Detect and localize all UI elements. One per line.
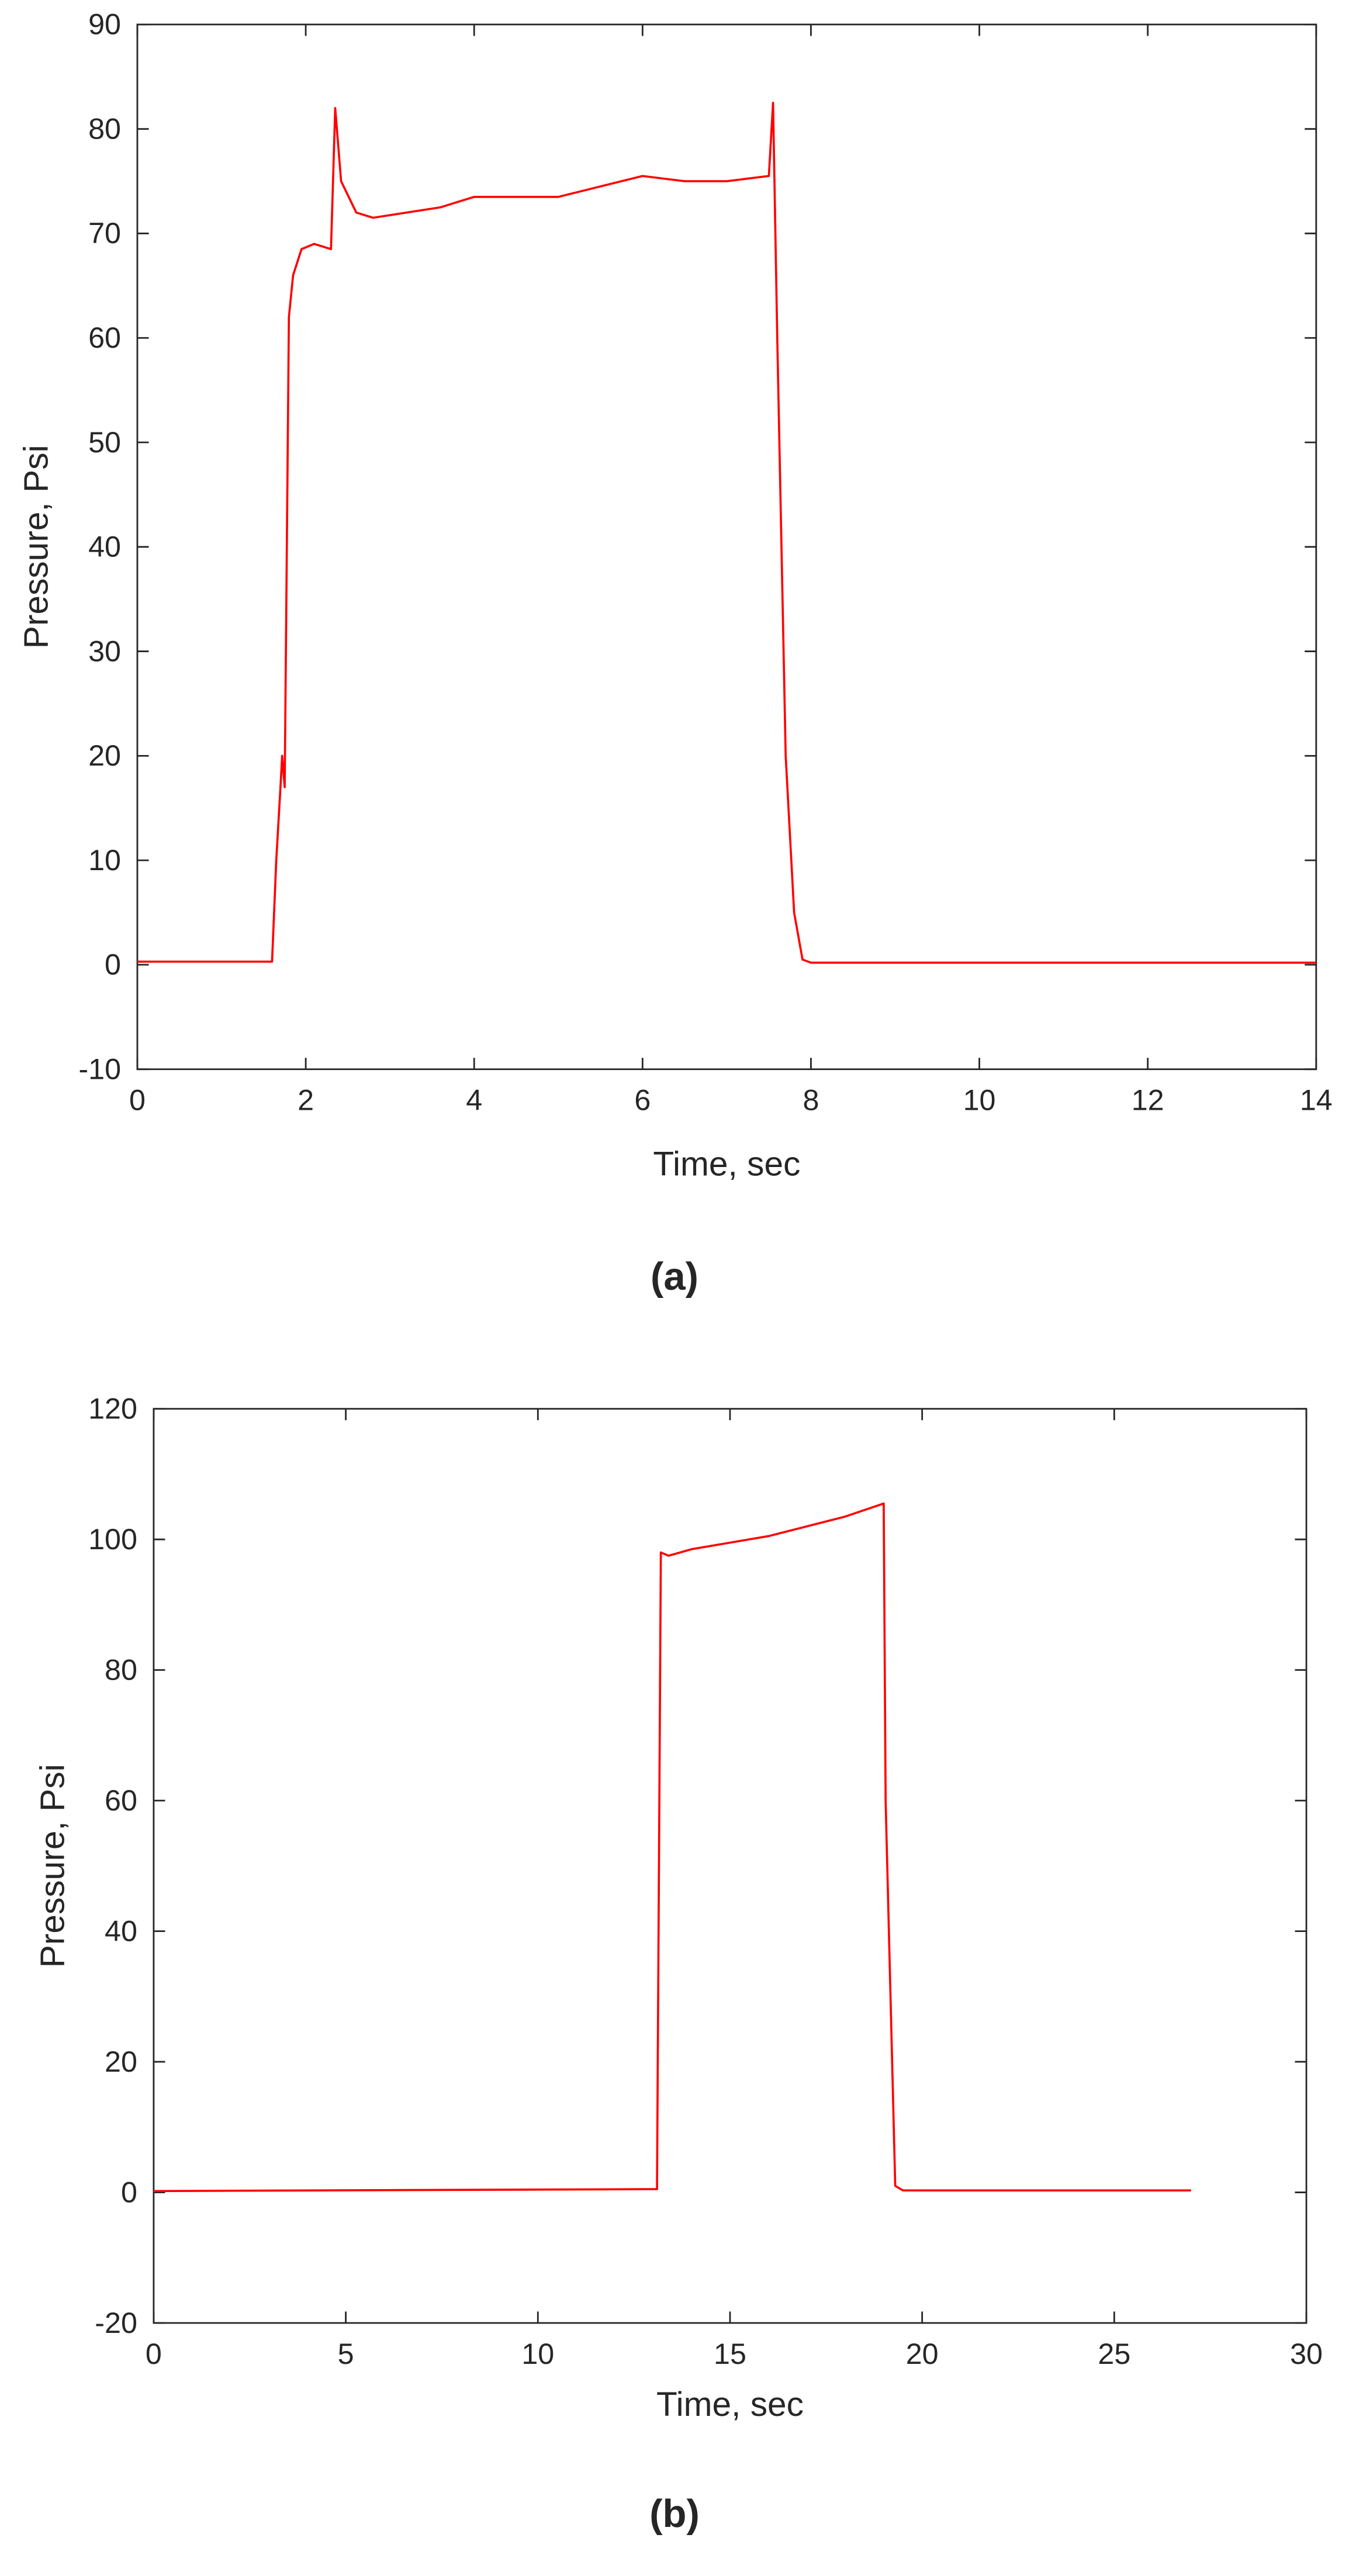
- y-tick-label: 0: [105, 948, 121, 981]
- plot-area: [153, 1408, 1308, 2324]
- y-tick-label: 0: [121, 2175, 137, 2208]
- x-tick-label: 4: [466, 1083, 482, 1117]
- x-tick-label: 6: [634, 1083, 651, 1117]
- x-tick-label: 2: [298, 1083, 314, 1117]
- y-tick-label: 20: [88, 739, 121, 772]
- y-tick-label: 90: [88, 8, 121, 41]
- y-tick-label: 100: [88, 1522, 137, 1556]
- y-tick-label: 30: [88, 634, 121, 667]
- caption: (a): [651, 1255, 698, 1299]
- x-tick-label: 10: [521, 2337, 554, 2370]
- caption: (b): [649, 2492, 700, 2536]
- data-line: [137, 102, 1316, 964]
- y-tick-label: -20: [95, 2306, 137, 2339]
- y-tick-label: 70: [88, 216, 121, 250]
- y-axis-label: Pressure, Psi: [17, 445, 55, 649]
- y-tick-label: 50: [88, 425, 121, 459]
- x-tick-label: 0: [129, 1083, 146, 1117]
- x-axis-label: Time, sec: [656, 2385, 804, 2423]
- x-tick-label: 14: [1300, 1083, 1333, 1117]
- y-tick-label: 60: [105, 1784, 137, 1817]
- x-axis-label: Time, sec: [653, 1145, 800, 1183]
- y-tick-label: 120: [88, 1391, 137, 1425]
- x-tick-label: 8: [803, 1083, 819, 1117]
- x-tick-label: 20: [906, 2337, 939, 2370]
- x-tick-label: 30: [1290, 2337, 1323, 2370]
- y-tick-label: 80: [105, 1653, 137, 1686]
- y-tick-label: 80: [88, 112, 121, 145]
- data-line: [153, 1502, 1191, 2193]
- x-tick-label: 25: [1098, 2337, 1130, 2370]
- y-tick-label: 20: [105, 2045, 137, 2078]
- x-tick-label: 10: [963, 1083, 996, 1117]
- y-tick-label: -10: [78, 1052, 121, 1085]
- x-tick-label: 0: [146, 2337, 162, 2370]
- plot-area: [136, 23, 1317, 1071]
- x-tick-label: 15: [714, 2337, 746, 2370]
- y-tick-label: 40: [105, 1914, 137, 1947]
- x-tick-label: 5: [338, 2337, 354, 2370]
- y-tick-label: 10: [88, 843, 121, 877]
- y-tick-label: 40: [88, 530, 121, 563]
- x-tick-label: 12: [1132, 1083, 1164, 1117]
- y-axis-label: Pressure, Psi: [33, 1764, 71, 1968]
- y-tick-label: 60: [88, 321, 121, 354]
